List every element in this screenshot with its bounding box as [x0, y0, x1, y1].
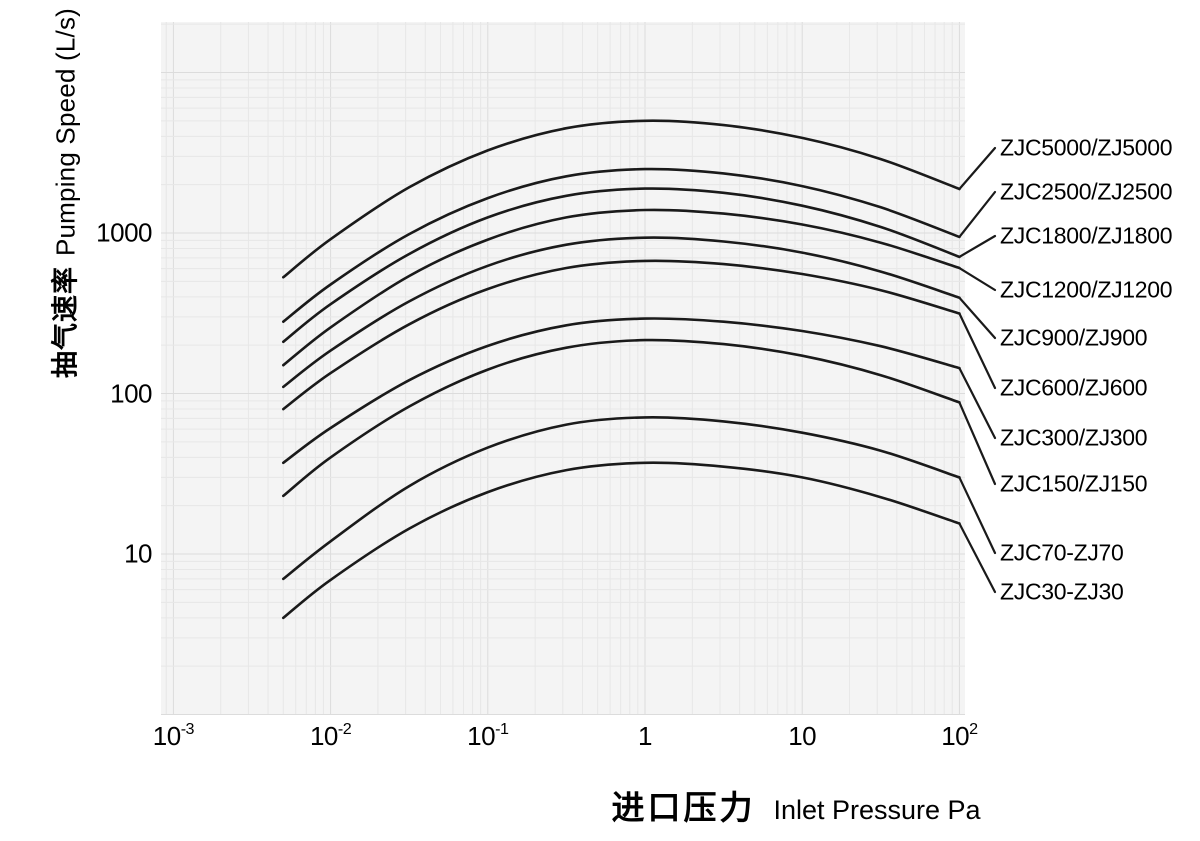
- leader-line-ZJC900/ZJ900: [958, 296, 997, 340]
- y-tick-label: 1000: [96, 217, 152, 248]
- series-label: ZJC1800/ZJ1800: [1000, 222, 1173, 249]
- y-tick-label: 10: [124, 538, 152, 569]
- x-tick-label: 10-1: [467, 719, 509, 752]
- curve-ZJC70-ZJ70: [282, 415, 961, 581]
- curve-ZJC1200/ZJ1200: [282, 208, 961, 367]
- x-tick-label: 10: [788, 721, 816, 752]
- x-tick-base: 1: [638, 721, 652, 751]
- x-axis-title-zh: 进口压力: [611, 789, 756, 826]
- leader-line-ZJC70-ZJ70: [958, 476, 997, 555]
- curve-ZJC5000/ZJ5000: [282, 119, 961, 279]
- x-tick-exponent: 2: [969, 719, 978, 738]
- leader-line-ZJC300/ZJ300: [958, 366, 997, 440]
- leader-line-ZJC30-ZJ30: [958, 522, 997, 594]
- x-tick-exponent: -3: [180, 719, 195, 738]
- curve-ZJC2500/ZJ2500: [282, 167, 961, 323]
- series-label: ZJC70-ZJ70: [1000, 539, 1124, 566]
- leader-line-ZJC150/ZJ150: [958, 401, 997, 486]
- series-label: ZJC2500/ZJ2500: [1000, 178, 1173, 205]
- leader-line-ZJC1800/ZJ1800: [958, 234, 997, 258]
- series-label: ZJC600/ZJ600: [1000, 374, 1148, 401]
- leader-line-ZJC2500/ZJ2500: [958, 190, 997, 239]
- series-label: ZJC30-ZJ30: [1000, 578, 1124, 605]
- x-tick-base: 10: [941, 721, 970, 751]
- x-tick-label: 1: [638, 721, 652, 752]
- curve-ZJC900/ZJ900: [282, 236, 961, 389]
- y-axis-title-zh: 抽气速率: [50, 266, 81, 379]
- curve-ZJC30-ZJ30: [282, 461, 961, 620]
- series-label: ZJC900/ZJ900: [1000, 324, 1148, 351]
- leader-line-ZJC1200/ZJ1200: [958, 266, 997, 292]
- grid: [161, 22, 965, 715]
- curve-ZJC150/ZJ150: [282, 338, 961, 498]
- x-axis-title-en: Inlet Pressure Pa: [773, 795, 981, 825]
- x-tick-label: 10-3: [152, 719, 195, 752]
- y-axis-title: 抽气速率Pumping Speed (L/s): [44, 8, 83, 378]
- x-tick-exponent: -2: [337, 719, 352, 738]
- x-tick-base: 10: [309, 721, 338, 751]
- x-tick-base: 10: [788, 721, 817, 751]
- x-tick-base: 10: [467, 721, 496, 751]
- curve-ZJC600/ZJ600: [282, 259, 961, 411]
- curve-ZJC1800/ZJ1800: [282, 187, 961, 344]
- x-tick-label: 10-2: [309, 719, 352, 752]
- x-axis-title: 进口压力 Inlet Pressure Pa: [611, 781, 980, 829]
- x-tick-base: 10: [152, 721, 181, 751]
- series-label: ZJC1200/ZJ1200: [1000, 276, 1173, 303]
- leader-line-ZJC5000/ZJ5000: [958, 146, 997, 191]
- leader-line-ZJC600/ZJ600: [958, 312, 997, 390]
- series-label: ZJC150/ZJ150: [1000, 470, 1148, 497]
- series-label: ZJC300/ZJ300: [1000, 424, 1148, 451]
- y-tick-label: 100: [110, 378, 152, 408]
- curves: [282, 119, 997, 620]
- curve-ZJC300/ZJ300: [282, 317, 961, 465]
- x-tick-exponent: -1: [495, 719, 509, 738]
- x-tick-label: 102: [941, 719, 978, 752]
- series-label: ZJC5000/ZJ5000: [1000, 134, 1173, 161]
